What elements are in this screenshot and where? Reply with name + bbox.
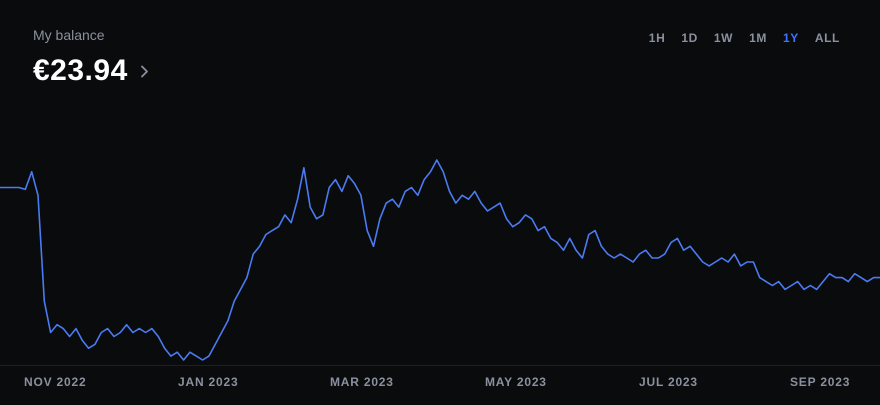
- x-tick-label: MAR 2023: [330, 375, 394, 389]
- range-all[interactable]: ALL: [814, 31, 840, 45]
- range-1d[interactable]: 1D: [681, 31, 698, 45]
- balance-value: €23.94: [33, 54, 128, 87]
- x-tick-label: JAN 2023: [178, 375, 239, 389]
- balance-label: My balance: [33, 27, 105, 43]
- range-1y[interactable]: 1Y: [782, 31, 799, 45]
- range-1w[interactable]: 1W: [713, 31, 734, 45]
- x-tick-label: MAY 2023: [485, 375, 547, 389]
- x-axis: NOV 2022 JAN 2023 MAR 2023 MAY 2023 JUL …: [0, 375, 880, 391]
- balance-line: [0, 159, 880, 361]
- chevron-right-icon[interactable]: [140, 65, 149, 78]
- x-tick-label: NOV 2022: [24, 375, 87, 389]
- chevron-right-icon-glyph: [140, 65, 148, 77]
- range-1h[interactable]: 1H: [648, 31, 666, 45]
- range-1m[interactable]: 1M: [749, 31, 767, 45]
- time-range-selector: 1H 1D 1W 1M 1Y ALL: [633, 31, 840, 45]
- axis-divider: [0, 365, 880, 366]
- balance-row[interactable]: €23.94: [33, 52, 149, 90]
- x-tick-label: SEP 2023: [790, 375, 851, 389]
- x-tick-label: JUL 2023: [639, 375, 698, 389]
